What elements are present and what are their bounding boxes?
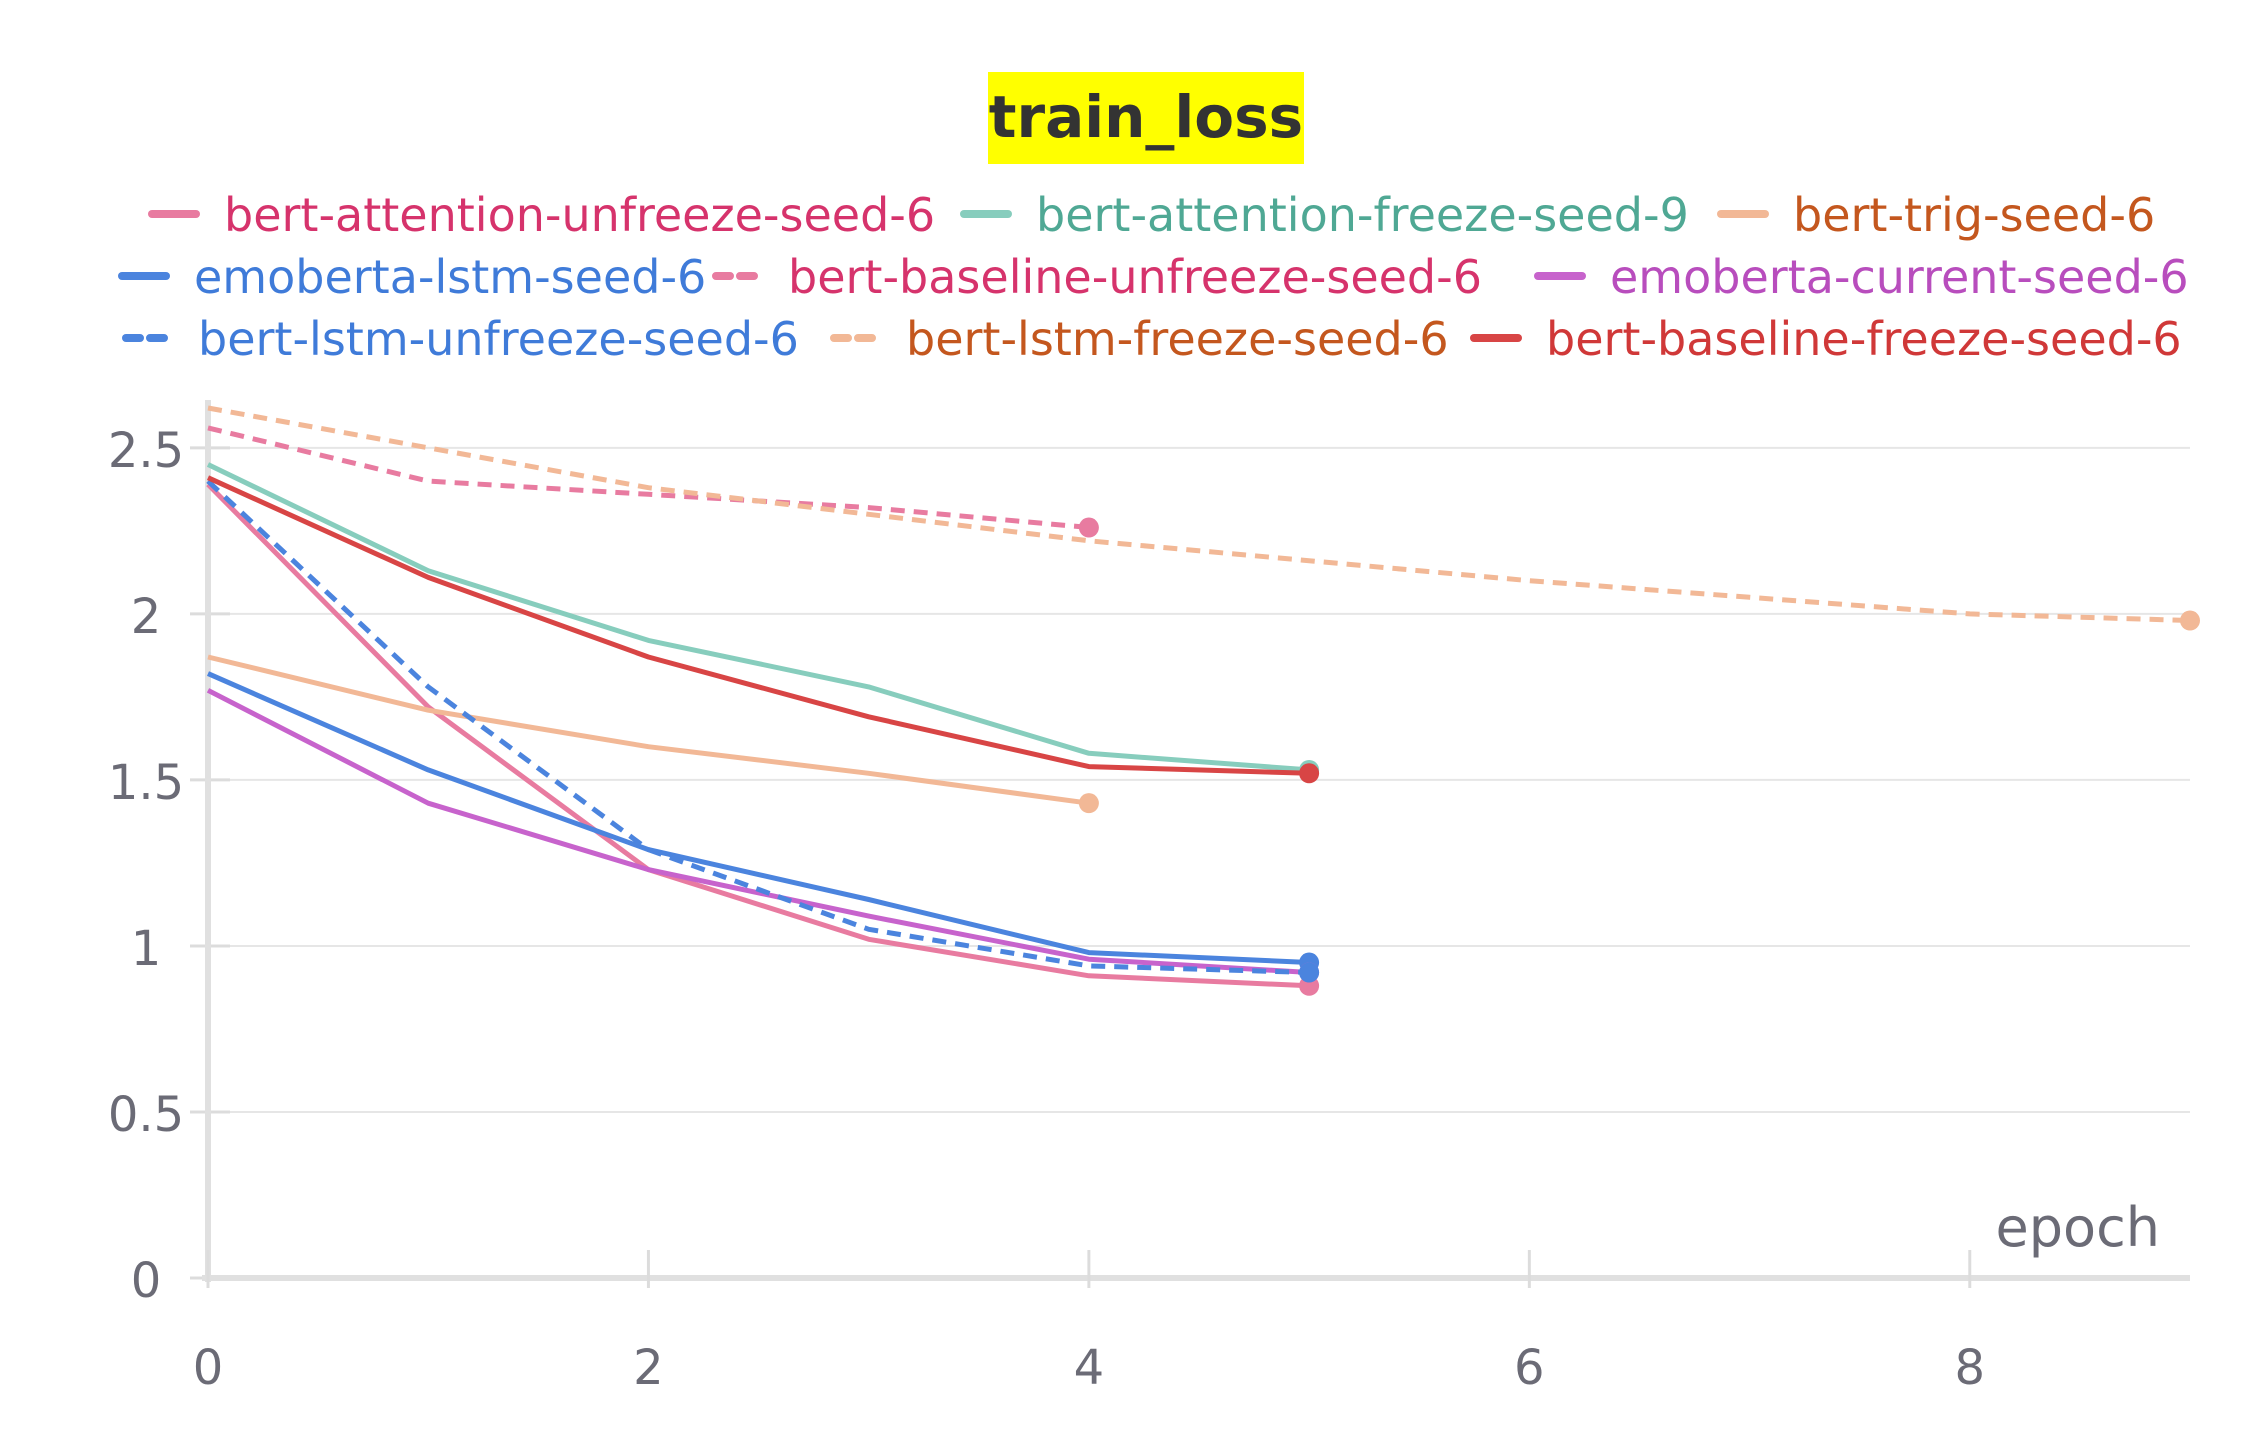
series-line: [206, 475, 1310, 776]
series-layer: [206, 405, 2200, 996]
y-tick-label: 2.5: [108, 423, 184, 479]
series-emoberta-current-seed-6: [206, 688, 1320, 983]
legend-label: bert-baseline-unfreeze-seed-6: [788, 250, 1482, 304]
legend-label: bert-baseline-freeze-seed-6: [1546, 312, 2182, 366]
series-end-point: [2180, 610, 2200, 631]
chart-title: train_loss: [989, 83, 1303, 151]
legend-label: bert-attention-unfreeze-seed-6: [224, 188, 935, 242]
series-end-point: [1299, 763, 1320, 784]
series-bert-lstm-unfreeze-seed-6: [206, 479, 1320, 983]
series-end-point: [1299, 962, 1320, 983]
series-line: [207, 425, 1090, 530]
y-tick-label: 2: [131, 589, 162, 645]
y-tick-label: 1.5: [108, 755, 184, 811]
y-tick-label: 0: [131, 1253, 162, 1309]
series-end-point: [1078, 793, 1099, 814]
series-line: [206, 462, 1310, 773]
series-bert-attention-unfreeze-seed-6: [206, 482, 1320, 996]
series-bert-trig-seed-6: [207, 654, 1099, 814]
legend-label: bert-lstm-unfreeze-seed-6: [198, 312, 799, 366]
legend-item: bert-attention-unfreeze-seed-6: [148, 188, 935, 242]
series-end-point: [1078, 517, 1099, 538]
legend-item: bert-attention-freeze-seed-9: [960, 188, 1689, 242]
title-highlight: [988, 72, 1304, 164]
series-line: [206, 688, 1310, 975]
legend-item: bert-lstm-unfreeze-seed-6: [122, 312, 799, 366]
series-line: [206, 482, 1310, 989]
grid-lines: [208, 446, 2190, 1113]
x-axis-label: epoch: [1996, 1196, 2160, 1259]
x-tick-label: 2: [633, 1340, 664, 1396]
legend-item: emoberta-lstm-seed-6: [118, 250, 706, 304]
legend-item: bert-trig-seed-6: [1717, 188, 2155, 242]
legend-item: bert-baseline-unfreeze-seed-6: [712, 250, 1482, 304]
legend-item: emoberta-current-seed-6: [1534, 250, 2189, 304]
legend-label: bert-attention-freeze-seed-9: [1036, 188, 1689, 242]
legend-label: bert-lstm-freeze-seed-6: [906, 312, 1449, 366]
y-tick-label: 0.5: [108, 1087, 184, 1143]
legend-label: bert-trig-seed-6: [1793, 188, 2155, 242]
axes: 0 0.5 1 1.5 2 2.5 0 2 4 6 8: [108, 400, 2190, 1396]
series-line: [206, 671, 1310, 965]
x-tick-label: 8: [1955, 1340, 1986, 1396]
legend-item: bert-lstm-freeze-seed-6: [830, 312, 1449, 366]
series-emoberta-lstm-seed-6: [206, 671, 1320, 973]
series-bert-baseline-freeze-seed-6: [206, 475, 1320, 784]
x-tick-label: 6: [1514, 1340, 1545, 1396]
x-tick-label: 0: [193, 1340, 224, 1396]
x-tick-label: 4: [1074, 1340, 1105, 1396]
y-tick-label: 1: [131, 921, 162, 977]
series-line: [206, 479, 1310, 975]
series-line: [207, 654, 1090, 806]
series-bert-lstm-freeze-seed-6: [207, 405, 2200, 631]
series-bert-attention-freeze-seed-9: [206, 462, 1320, 780]
series-bert-baseline-unfreeze-seed-6: [207, 425, 1099, 538]
legend-label: emoberta-current-seed-6: [1610, 250, 2189, 304]
legend: bert-attention-unfreeze-seed-6 bert-atten…: [118, 188, 2189, 366]
series-line: [207, 405, 2191, 623]
legend-label: emoberta-lstm-seed-6: [194, 250, 706, 304]
legend-item: bert-baseline-freeze-seed-6: [1470, 312, 2182, 366]
